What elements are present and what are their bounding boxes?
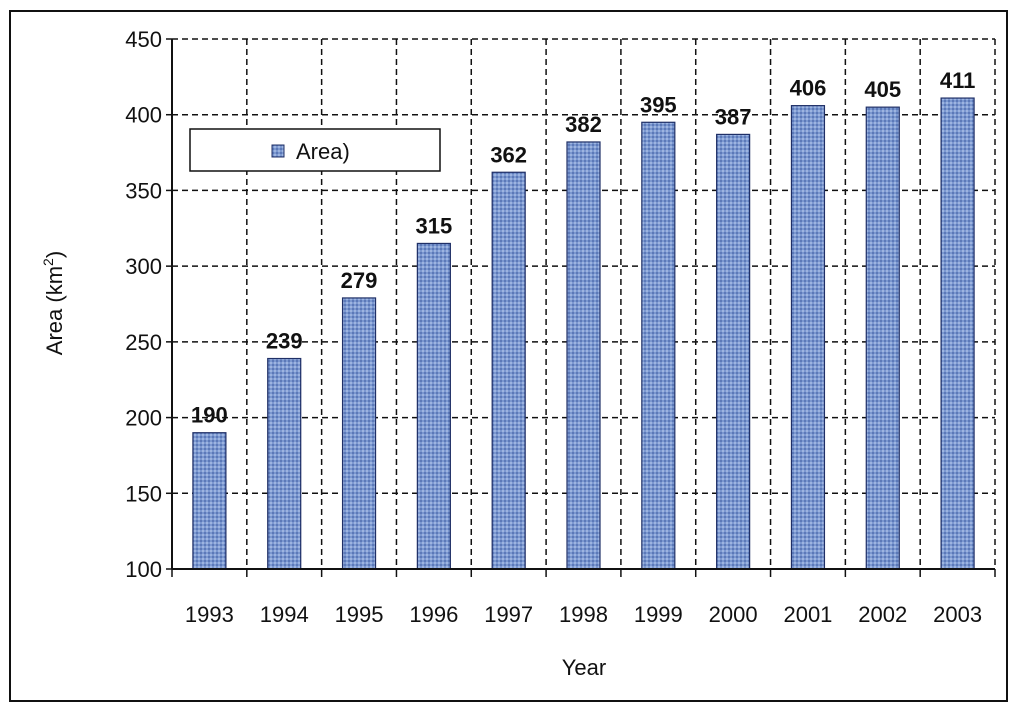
x-tick-label: 1995 [335, 602, 384, 627]
data-label: 395 [640, 92, 677, 117]
bar [940, 97, 975, 570]
y-tick-label: 400 [125, 103, 162, 128]
x-tick-label: 1999 [634, 602, 683, 627]
bar [865, 106, 900, 570]
bar [192, 432, 227, 570]
data-label: 362 [490, 142, 527, 167]
bar [716, 133, 751, 570]
data-label: 315 [416, 213, 453, 238]
x-tick-label: 2001 [783, 602, 832, 627]
y-tick-label: 100 [125, 557, 162, 582]
data-label: 239 [266, 329, 303, 354]
legend-swatch [271, 144, 285, 158]
x-tick-label: 2003 [933, 602, 982, 627]
bar [267, 357, 302, 570]
data-label: 387 [715, 104, 752, 129]
y-tick-label: 350 [125, 178, 162, 203]
bar [341, 297, 377, 570]
y-axis-title: Area (km2) [40, 251, 67, 355]
data-label: 406 [790, 76, 827, 101]
x-tick-label: 2000 [709, 602, 758, 627]
x-tick-label: 1997 [484, 602, 533, 627]
x-axis-title: Year [562, 655, 606, 680]
bar [641, 121, 676, 570]
x-tick-label: 2002 [858, 602, 907, 627]
data-label: 279 [341, 268, 378, 293]
x-tick-label: 1993 [185, 602, 234, 627]
bar [566, 141, 601, 570]
y-tick-label: 300 [125, 254, 162, 279]
data-label: 382 [565, 112, 602, 137]
data-label: 190 [191, 403, 228, 428]
x-tick-label: 1998 [559, 602, 608, 627]
legend-label: Area) [296, 139, 350, 164]
y-tick-label: 450 [125, 27, 162, 52]
bar [790, 105, 826, 570]
y-tick-label: 250 [125, 330, 162, 355]
legend-box [189, 128, 441, 172]
y-tick-label: 150 [125, 481, 162, 506]
y-tick-label: 200 [125, 406, 162, 431]
bar [491, 171, 526, 570]
data-label: 411 [940, 68, 976, 93]
data-label: 405 [864, 77, 901, 102]
x-tick-label: 1996 [409, 602, 458, 627]
x-tick-label: 1994 [260, 602, 309, 627]
bar [416, 242, 451, 570]
legend: Area) [189, 128, 441, 172]
